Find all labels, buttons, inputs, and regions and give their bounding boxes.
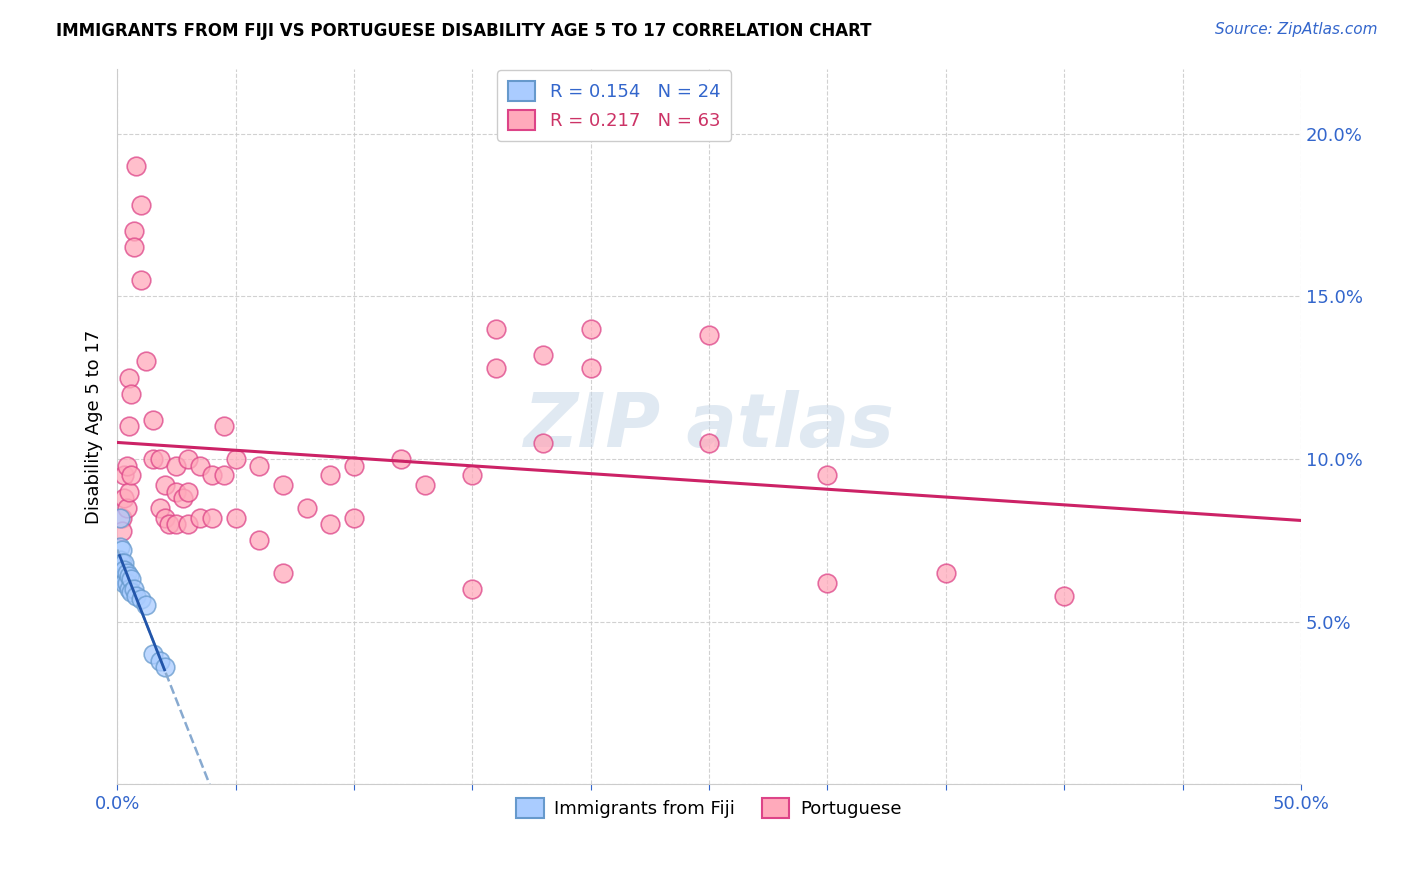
Point	[115, 458, 138, 473]
Point	[122, 240, 145, 254]
Point	[461, 582, 484, 597]
Point	[225, 510, 247, 524]
Point	[153, 510, 176, 524]
Point	[125, 159, 148, 173]
Point	[118, 582, 141, 597]
Point	[111, 510, 134, 524]
Point	[108, 553, 131, 567]
Point	[135, 599, 157, 613]
Point	[115, 575, 138, 590]
Point	[142, 647, 165, 661]
Point	[112, 468, 135, 483]
Point	[135, 354, 157, 368]
Point	[129, 198, 152, 212]
Point	[173, 491, 195, 505]
Point	[343, 458, 366, 473]
Text: Source: ZipAtlas.com: Source: ZipAtlas.com	[1215, 22, 1378, 37]
Point	[188, 510, 211, 524]
Point	[111, 573, 134, 587]
Point	[111, 543, 134, 558]
Point	[319, 517, 342, 532]
Point	[149, 452, 172, 467]
Point	[1053, 589, 1076, 603]
Point	[212, 419, 235, 434]
Point	[201, 510, 224, 524]
Point	[120, 573, 142, 587]
Point	[108, 540, 131, 554]
Point	[122, 224, 145, 238]
Point	[165, 484, 187, 499]
Point	[485, 322, 508, 336]
Point	[115, 566, 138, 580]
Point	[165, 517, 187, 532]
Point	[129, 273, 152, 287]
Point	[212, 468, 235, 483]
Point	[142, 452, 165, 467]
Point	[225, 452, 247, 467]
Point	[295, 500, 318, 515]
Point	[461, 468, 484, 483]
Text: IMMIGRANTS FROM FIJI VS PORTUGUESE DISABILITY AGE 5 TO 17 CORRELATION CHART: IMMIGRANTS FROM FIJI VS PORTUGUESE DISAB…	[56, 22, 872, 40]
Y-axis label: Disability Age 5 to 17: Disability Age 5 to 17	[86, 329, 103, 524]
Point	[389, 452, 412, 467]
Point	[120, 468, 142, 483]
Point	[271, 566, 294, 580]
Point	[111, 556, 134, 570]
Point	[343, 510, 366, 524]
Point	[120, 387, 142, 401]
Point	[111, 524, 134, 538]
Point	[120, 585, 142, 599]
Legend: Immigrants from Fiji, Portuguese: Immigrants from Fiji, Portuguese	[509, 791, 908, 825]
Point	[531, 348, 554, 362]
Point	[485, 360, 508, 375]
Point	[142, 413, 165, 427]
Text: ZIP atlas: ZIP atlas	[523, 390, 894, 463]
Point	[413, 478, 436, 492]
Point	[271, 478, 294, 492]
Point	[247, 458, 270, 473]
Point	[112, 563, 135, 577]
Point	[118, 569, 141, 583]
Point	[111, 566, 134, 580]
Point	[153, 478, 176, 492]
Point	[122, 582, 145, 597]
Point	[697, 328, 720, 343]
Point	[579, 322, 602, 336]
Point	[531, 435, 554, 450]
Point	[319, 468, 342, 483]
Point	[817, 468, 839, 483]
Point	[188, 458, 211, 473]
Point	[247, 533, 270, 548]
Point	[125, 589, 148, 603]
Point	[177, 517, 200, 532]
Point	[129, 591, 152, 606]
Point	[112, 556, 135, 570]
Point	[177, 484, 200, 499]
Point	[153, 660, 176, 674]
Point	[817, 575, 839, 590]
Point	[935, 566, 957, 580]
Point	[149, 654, 172, 668]
Point	[115, 500, 138, 515]
Point	[118, 484, 141, 499]
Point	[165, 458, 187, 473]
Point	[112, 575, 135, 590]
Point	[697, 435, 720, 450]
Point	[579, 360, 602, 375]
Point	[149, 500, 172, 515]
Point	[118, 419, 141, 434]
Point	[108, 510, 131, 524]
Point	[112, 491, 135, 505]
Point	[108, 559, 131, 574]
Point	[157, 517, 180, 532]
Point	[201, 468, 224, 483]
Point	[118, 370, 141, 384]
Point	[177, 452, 200, 467]
